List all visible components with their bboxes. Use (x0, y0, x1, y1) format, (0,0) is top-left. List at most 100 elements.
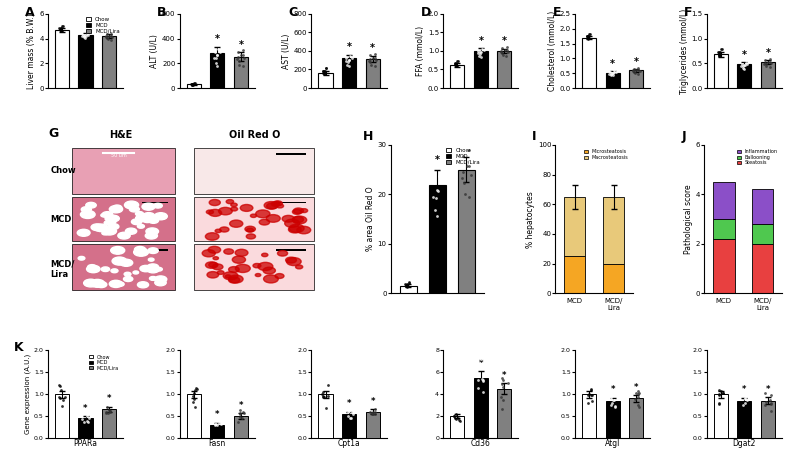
Point (57, 396, 69, 403)
Y-axis label: FFA (mmol/L): FFA (mmol/L) (416, 26, 425, 76)
Point (472, 384, 484, 392)
Point (713, 48, 726, 56)
Point (100, 408, 113, 416)
Text: J: J (681, 130, 685, 143)
Circle shape (207, 272, 219, 278)
Circle shape (245, 226, 255, 232)
Text: *: * (215, 35, 219, 44)
Point (364, 409, 377, 416)
Point (428, 179, 440, 187)
Point (231, 56, 243, 63)
Point (369, 57, 382, 64)
Point (583, 390, 595, 398)
Point (463, 194, 476, 201)
Point (607, 68, 620, 76)
Text: *: * (742, 385, 747, 394)
Text: Chow: Chow (50, 165, 77, 175)
Point (495, 49, 508, 56)
Point (346, 408, 358, 416)
Point (764, 400, 777, 408)
Circle shape (294, 208, 303, 213)
Point (585, 391, 598, 398)
Circle shape (108, 224, 119, 230)
Point (449, 411, 462, 418)
Point (580, 32, 593, 40)
Point (363, 56, 376, 63)
Point (606, 69, 618, 77)
Point (628, 395, 641, 402)
Point (712, 48, 725, 55)
X-axis label: Cpt1a: Cpt1a (338, 439, 361, 449)
Point (317, 389, 330, 396)
Bar (73, 244, 176, 290)
Point (77, 31, 89, 38)
Bar (450, 416, 464, 438)
Point (103, 32, 116, 39)
Bar (143, 249, 168, 251)
Circle shape (228, 266, 239, 272)
Circle shape (206, 262, 217, 268)
Circle shape (84, 279, 98, 287)
Circle shape (297, 226, 310, 234)
Point (739, 59, 752, 67)
Point (764, 399, 777, 407)
Point (713, 53, 725, 60)
Point (452, 416, 465, 424)
Point (609, 402, 622, 409)
Legend: Chow, MCD, MCD/Lira: Chow, MCD, MCD/Lira (87, 353, 120, 372)
Point (318, 67, 330, 75)
Bar (234, 416, 248, 438)
Point (100, 30, 113, 38)
Point (448, 62, 461, 69)
Legend: Chow, MCD, MCD/Lira: Chow, MCD, MCD/Lira (446, 148, 481, 165)
Point (53, 382, 66, 389)
Bar (55, 30, 69, 88)
Legend: Microsteatosis, Macrosteatosis: Microsteatosis, Macrosteatosis (583, 148, 630, 162)
Point (760, 61, 772, 68)
Point (603, 69, 616, 76)
Circle shape (118, 232, 130, 239)
Point (99, 34, 112, 41)
Circle shape (155, 279, 166, 286)
Circle shape (208, 246, 220, 253)
Point (584, 386, 597, 394)
Circle shape (105, 217, 113, 221)
Point (448, 414, 461, 422)
Circle shape (240, 205, 253, 212)
Point (346, 405, 358, 412)
Point (632, 401, 645, 408)
Point (764, 63, 776, 71)
Circle shape (91, 224, 104, 230)
Point (82, 31, 95, 38)
Point (715, 45, 728, 53)
Point (105, 36, 117, 43)
Circle shape (282, 215, 294, 222)
Point (403, 279, 416, 286)
Point (322, 392, 334, 399)
Point (758, 60, 771, 67)
Bar (713, 182, 734, 219)
Circle shape (112, 257, 127, 265)
Text: H: H (363, 130, 373, 143)
Circle shape (111, 247, 124, 254)
Point (401, 281, 413, 288)
Point (79, 32, 92, 39)
Point (188, 79, 201, 87)
Circle shape (278, 250, 287, 256)
Circle shape (273, 201, 282, 206)
Circle shape (124, 277, 132, 282)
Point (472, 53, 485, 60)
Point (343, 414, 356, 421)
Point (458, 191, 471, 198)
Point (58, 394, 71, 401)
Bar (603, 197, 624, 264)
Point (713, 390, 725, 398)
Point (369, 50, 381, 57)
Circle shape (259, 219, 270, 225)
Bar (234, 57, 248, 88)
Bar (582, 38, 596, 88)
Point (456, 168, 469, 176)
Point (427, 193, 440, 201)
Circle shape (136, 215, 148, 221)
Circle shape (107, 219, 116, 224)
